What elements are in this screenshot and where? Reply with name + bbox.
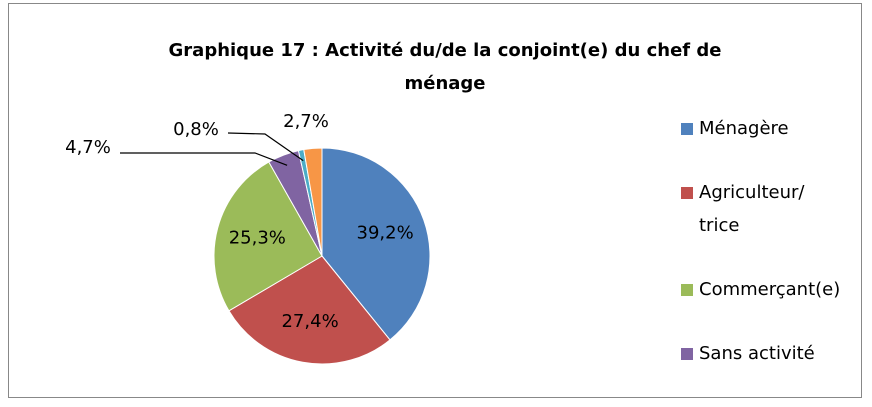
pie-slice	[213, 161, 323, 312]
legend-swatch	[681, 284, 693, 296]
chart-title: Graphique 17 : Activité du/de la conjoin…	[168, 40, 722, 94]
legend-label: Commerçant(e)	[699, 279, 841, 300]
legend-entry: Agriculteur/ trice	[681, 176, 861, 242]
legend-label: Ménagère	[699, 118, 789, 139]
legend-label: Sans activité	[699, 343, 815, 364]
pie-slice	[321, 147, 431, 341]
data-label: 2,7%	[283, 111, 329, 132]
data-label: 27,4%	[281, 311, 338, 332]
legend-entry: Ménagère	[681, 112, 861, 145]
data-label: 0,8%	[173, 119, 219, 140]
data-label: 39,2%	[357, 223, 414, 244]
legend-entry: Sans activité	[681, 337, 861, 370]
data-label: 25,3%	[229, 228, 286, 249]
legend-label: Agriculteur/ trice	[699, 182, 805, 236]
legend: Ménagère Agriculteur/ trice Commerçant(e) S…	[681, 112, 861, 401]
pie-slice	[228, 255, 391, 365]
legend-swatch	[681, 348, 693, 360]
leader-line	[120, 152, 288, 166]
data-label: 4,7%	[65, 137, 111, 158]
legend-entry: Commerçant(e)	[681, 273, 861, 306]
chart-frame	[8, 3, 862, 398]
legend-swatch	[681, 123, 693, 135]
leader-line	[227, 132, 304, 162]
legend-swatch	[681, 187, 693, 199]
pie-slice	[303, 147, 323, 257]
